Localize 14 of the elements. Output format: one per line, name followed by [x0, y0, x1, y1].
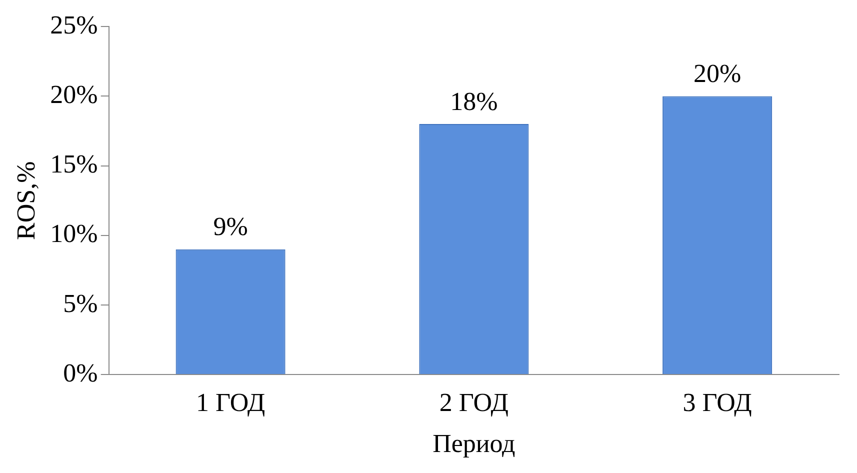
data-label: 18% [450, 86, 498, 116]
x-tick-label: 2 ГОД [439, 388, 509, 418]
x-tick-label: 1 ГОД [196, 388, 266, 418]
y-tick-label: 20% [50, 80, 98, 110]
y-tick-label: 5% [63, 288, 98, 318]
y-tick-label: 0% [63, 358, 98, 388]
data-label: 9% [213, 212, 248, 242]
y-tick-label: 25% [50, 10, 98, 40]
y-axis-title: ROS,% [11, 161, 40, 240]
y-tick-label: 10% [50, 219, 98, 248]
data-label: 20% [693, 59, 742, 88]
x-tick-label: 3 ГОД [682, 388, 752, 418]
x-axis-title: Период [432, 429, 516, 458]
y-tick-label: 15% [50, 150, 98, 179]
